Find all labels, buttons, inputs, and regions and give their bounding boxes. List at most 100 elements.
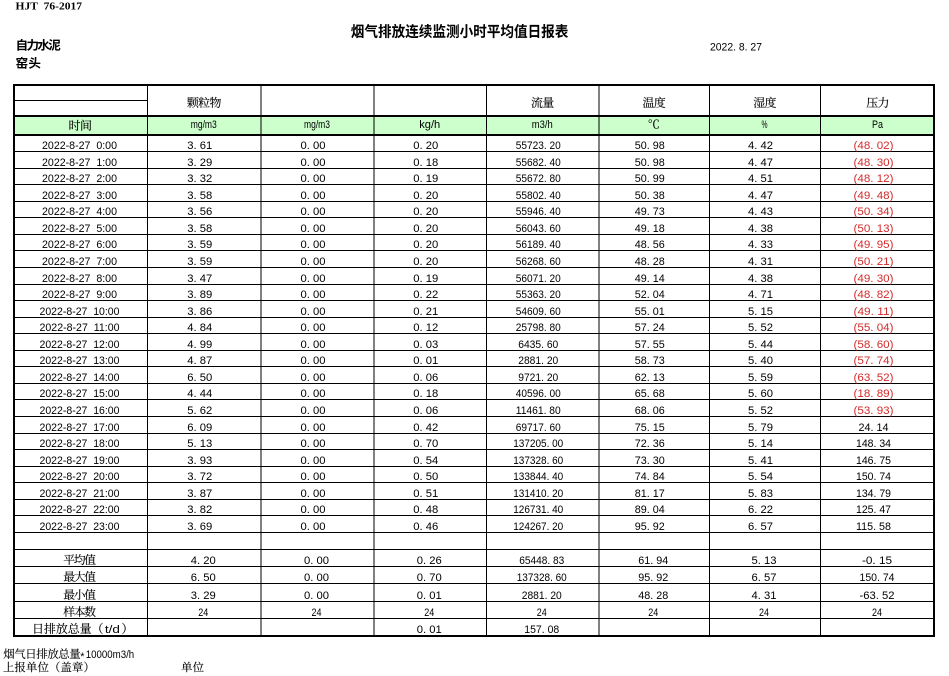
- svg-text:(50. 13): (50. 13): [854, 223, 894, 235]
- svg-text:150. 74: 150. 74: [856, 471, 891, 483]
- svg-text:4. 38: 4. 38: [748, 273, 773, 285]
- svg-text:(48. 30): (48. 30): [854, 157, 894, 169]
- svg-text:157. 08: 157. 08: [524, 624, 559, 636]
- svg-text:0. 00: 0. 00: [301, 239, 326, 251]
- svg-text:74. 84: 74. 84: [635, 471, 665, 483]
- svg-text:2022-8-27 7:00: 2022-8-27 7:00: [42, 256, 117, 268]
- svg-text:5. 83: 5. 83: [748, 488, 773, 500]
- svg-text:48. 56: 48. 56: [635, 239, 665, 251]
- svg-text:3. 87: 3. 87: [187, 488, 212, 500]
- svg-text:2022-8-27 13:00: 2022-8-27 13:00: [40, 355, 120, 367]
- svg-text:3. 93: 3. 93: [187, 455, 212, 467]
- svg-text:2022-8-27 23:00: 2022-8-27 23:00: [40, 521, 120, 533]
- svg-text:4. 71: 4. 71: [748, 289, 773, 301]
- svg-text:0. 70: 0. 70: [413, 438, 438, 450]
- svg-text:2022-8-27 14:00: 2022-8-27 14:00: [40, 372, 120, 384]
- svg-text:126731. 40: 126731. 40: [513, 504, 563, 516]
- svg-text:61. 94: 61. 94: [638, 555, 668, 567]
- svg-text:58. 73: 58. 73: [635, 355, 665, 367]
- svg-text:50. 38: 50. 38: [635, 190, 665, 202]
- svg-text:0. 20: 0. 20: [413, 239, 438, 251]
- svg-text:6. 22: 6. 22: [748, 504, 773, 516]
- svg-text:24: 24: [312, 607, 322, 619]
- svg-text:2022-8-27 5:00: 2022-8-27 5:00: [42, 223, 117, 235]
- svg-text:(48. 82): (48. 82): [854, 289, 894, 301]
- svg-text:0. 00: 0. 00: [301, 273, 326, 285]
- svg-text:0. 06: 0. 06: [413, 405, 438, 417]
- svg-text:mg/m3: mg/m3: [304, 119, 330, 131]
- svg-text:4. 31: 4. 31: [748, 256, 773, 268]
- svg-text:(49. 11): (49. 11): [854, 306, 894, 318]
- svg-text:95. 92: 95. 92: [635, 521, 665, 533]
- svg-text:0. 00: 0. 00: [301, 372, 326, 384]
- svg-text:HJT 76-2017: HJT 76-2017: [16, 1, 83, 13]
- svg-text:5. 15: 5. 15: [748, 306, 773, 318]
- svg-text:0. 00: 0. 00: [301, 405, 326, 417]
- svg-text:m3/h: m3/h: [532, 119, 553, 131]
- svg-text:148. 34: 148. 34: [856, 438, 891, 450]
- svg-text:0. 01: 0. 01: [413, 355, 438, 367]
- svg-text:2022-8-27 0:00: 2022-8-27 0:00: [42, 140, 117, 152]
- svg-text:(48. 12): (48. 12): [854, 173, 894, 185]
- svg-text:0. 51: 0. 51: [413, 488, 438, 500]
- svg-text:3. 59: 3. 59: [187, 239, 212, 251]
- svg-text:(50. 34): (50. 34): [854, 206, 894, 218]
- svg-text:3. 56: 3. 56: [187, 206, 212, 218]
- svg-text:0. 18: 0. 18: [413, 388, 438, 400]
- svg-text:2022-8-27 15:00: 2022-8-27 15:00: [40, 388, 120, 400]
- svg-text:50. 98: 50. 98: [635, 157, 665, 169]
- svg-text:6. 09: 6. 09: [187, 422, 212, 434]
- svg-text:150. 74: 150. 74: [860, 572, 895, 584]
- svg-text:69717. 60: 69717. 60: [516, 422, 561, 434]
- svg-text:57. 24: 57. 24: [635, 322, 665, 334]
- svg-text:0. 00: 0. 00: [301, 455, 326, 467]
- svg-text:5. 13: 5. 13: [752, 555, 777, 567]
- svg-text:0. 70: 0. 70: [417, 572, 442, 584]
- svg-text:0. 00: 0. 00: [301, 206, 326, 218]
- svg-text:5. 13: 5. 13: [187, 438, 212, 450]
- svg-text:5. 14: 5. 14: [748, 438, 773, 450]
- svg-text:2022-8-27 20:00: 2022-8-27 20:00: [40, 471, 120, 483]
- svg-text:56043. 60: 56043. 60: [516, 223, 561, 235]
- svg-text:0. 01: 0. 01: [417, 624, 442, 636]
- svg-text:5. 44: 5. 44: [748, 339, 773, 351]
- svg-text:3. 32: 3. 32: [187, 173, 212, 185]
- svg-text:10000m3/h: 10000m3/h: [86, 649, 135, 661]
- svg-text:0. 00: 0. 00: [301, 471, 326, 483]
- svg-text:0. 19: 0. 19: [413, 273, 438, 285]
- svg-text:0. 06: 0. 06: [413, 372, 438, 384]
- svg-text:49. 18: 49. 18: [635, 223, 665, 235]
- svg-text:24: 24: [759, 607, 769, 619]
- svg-text:75. 15: 75. 15: [635, 422, 665, 434]
- svg-text:137205. 00: 137205. 00: [513, 438, 563, 450]
- svg-text:55363. 20: 55363. 20: [516, 289, 561, 301]
- svg-text:0. 48: 0. 48: [413, 504, 438, 516]
- svg-text:0. 00: 0. 00: [304, 555, 329, 567]
- svg-text:Pa: Pa: [872, 119, 883, 131]
- svg-text:2022-8-27 21:00: 2022-8-27 21:00: [40, 488, 120, 500]
- svg-text:4. 38: 4. 38: [748, 223, 773, 235]
- svg-text:11461. 80: 11461. 80: [516, 405, 561, 417]
- svg-text:52. 04: 52. 04: [635, 289, 665, 301]
- svg-text:0. 00: 0. 00: [301, 223, 326, 235]
- svg-text:0. 00: 0. 00: [301, 339, 326, 351]
- svg-text:(48. 02): (48. 02): [854, 140, 894, 152]
- svg-text:125. 47: 125. 47: [856, 504, 891, 516]
- svg-text:124267. 20: 124267. 20: [513, 521, 563, 533]
- svg-text:137328. 60: 137328. 60: [517, 572, 567, 584]
- svg-text:(50. 21): (50. 21): [854, 256, 894, 268]
- svg-text:56071. 20: 56071. 20: [516, 273, 561, 285]
- svg-text:5. 52: 5. 52: [748, 405, 773, 417]
- svg-text:55723. 20: 55723. 20: [516, 140, 561, 152]
- svg-text:(49. 95): (49. 95): [854, 239, 894, 251]
- svg-text:131410. 20: 131410. 20: [513, 488, 563, 500]
- svg-text:2022-8-27 11:00: 2022-8-27 11:00: [40, 322, 120, 334]
- svg-text:55946. 40: 55946. 40: [516, 206, 561, 218]
- svg-text:0. 00: 0. 00: [301, 504, 326, 516]
- svg-text:2022. 8. 27: 2022. 8. 27: [710, 41, 762, 53]
- svg-text:0. 00: 0. 00: [301, 190, 326, 202]
- svg-text:3. 89: 3. 89: [187, 289, 212, 301]
- svg-text:0. 00: 0. 00: [301, 256, 326, 268]
- svg-text:0. 00: 0. 00: [301, 140, 326, 152]
- svg-text:72. 36: 72. 36: [635, 438, 665, 450]
